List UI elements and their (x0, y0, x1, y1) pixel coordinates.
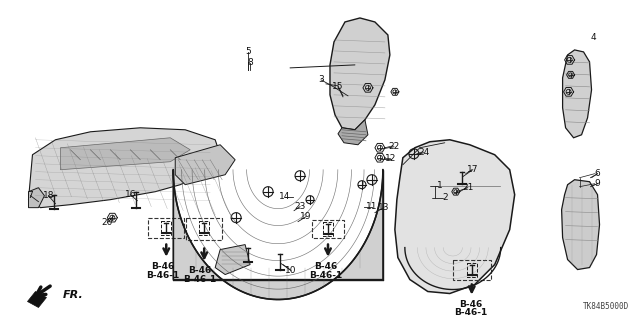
Bar (161, 220, 172, 235)
Text: 7: 7 (28, 191, 33, 200)
Polygon shape (28, 292, 47, 308)
Bar (323, 222, 333, 236)
Text: 14: 14 (280, 192, 291, 201)
Polygon shape (338, 120, 368, 145)
Text: B-46: B-46 (189, 266, 212, 275)
Polygon shape (60, 138, 190, 170)
Polygon shape (330, 18, 390, 130)
Text: B-46-1: B-46-1 (184, 275, 217, 284)
Text: 9: 9 (595, 179, 600, 188)
Text: 12: 12 (385, 154, 397, 163)
Text: TK84B5000D: TK84B5000D (583, 302, 630, 311)
Text: B-46-1: B-46-1 (454, 308, 488, 317)
Text: B-46: B-46 (459, 300, 483, 308)
Text: 20: 20 (102, 218, 113, 227)
Text: B-46-1: B-46-1 (309, 270, 342, 280)
Bar (186, 218, 222, 240)
Text: 11: 11 (366, 202, 378, 211)
Text: 5: 5 (245, 47, 251, 56)
Text: 8: 8 (247, 58, 253, 68)
Polygon shape (563, 50, 591, 138)
Polygon shape (175, 145, 235, 185)
Polygon shape (215, 244, 250, 275)
Polygon shape (29, 188, 44, 208)
Text: 16: 16 (125, 190, 136, 199)
Text: B-46: B-46 (314, 261, 338, 271)
Text: 4: 4 (591, 33, 596, 43)
Text: 3: 3 (318, 76, 324, 84)
Text: 6: 6 (595, 169, 600, 178)
Text: 23: 23 (294, 202, 306, 211)
Text: 1: 1 (437, 181, 443, 190)
Polygon shape (173, 170, 383, 300)
Text: 17: 17 (467, 165, 479, 174)
Text: 10: 10 (285, 266, 297, 275)
Bar (467, 263, 477, 276)
Text: 19: 19 (300, 212, 312, 221)
Text: 15: 15 (332, 82, 344, 91)
Text: 21: 21 (462, 183, 474, 192)
Text: 13: 13 (378, 203, 390, 212)
Bar (199, 220, 209, 235)
Bar (148, 218, 184, 238)
Text: B-46: B-46 (150, 261, 174, 271)
Polygon shape (395, 140, 515, 293)
Polygon shape (29, 128, 220, 208)
Text: FR.: FR. (63, 290, 83, 300)
Text: 24: 24 (418, 148, 429, 157)
Text: 18: 18 (43, 191, 54, 200)
Bar (452, 260, 491, 280)
Text: 22: 22 (388, 142, 399, 151)
Text: 2: 2 (442, 193, 447, 202)
Polygon shape (561, 180, 600, 269)
Bar (312, 220, 344, 238)
Text: B-46-1: B-46-1 (146, 270, 179, 280)
